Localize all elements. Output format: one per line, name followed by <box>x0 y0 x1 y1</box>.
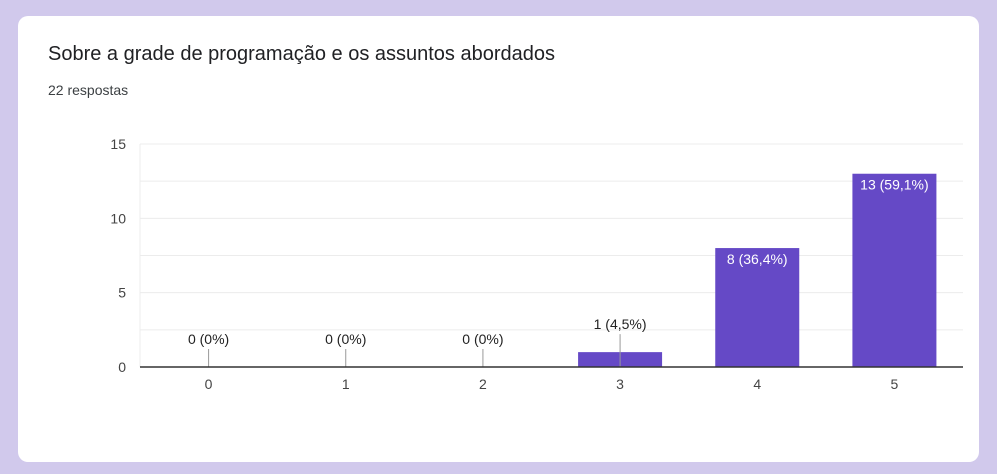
x-tick-label: 5 <box>891 376 899 392</box>
response-count: 22 respostas <box>48 82 129 98</box>
x-tick-label: 1 <box>342 376 350 392</box>
data-label: 0 (0%) <box>188 331 229 347</box>
question-title: Sobre a grade de programação e os assunt… <box>48 43 556 65</box>
y-tick-label: 0 <box>118 359 126 375</box>
bar <box>715 248 800 367</box>
y-tick-label: 15 <box>110 136 126 152</box>
x-tick-label: 0 <box>205 376 213 392</box>
data-label: 8 (36,4%) <box>727 251 788 267</box>
x-tick-label: 4 <box>753 376 761 392</box>
data-label: 13 (59,1%) <box>860 177 928 193</box>
y-tick-label: 5 <box>118 285 126 301</box>
data-label: 0 (0%) <box>462 331 503 347</box>
x-tick-label: 3 <box>616 376 624 392</box>
y-tick-label: 10 <box>110 210 126 226</box>
data-label: 0 (0%) <box>325 331 366 347</box>
bar <box>852 173 937 367</box>
x-tick-label: 2 <box>479 376 487 392</box>
data-label: 1 (4,5%) <box>594 316 647 332</box>
question-card: Sobre a grade de programação e os assunt… <box>18 16 979 462</box>
